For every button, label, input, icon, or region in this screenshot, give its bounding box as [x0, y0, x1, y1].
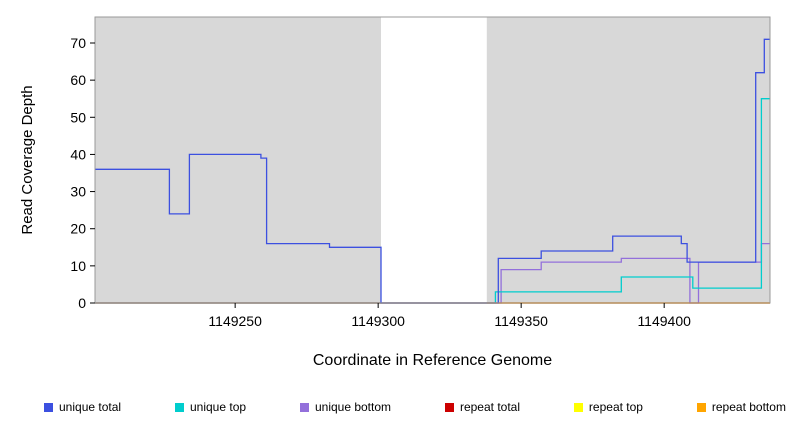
- legend-swatch-repeat-total: [444, 402, 454, 412]
- legend-label-repeat-bottom: repeat bottom: [711, 400, 786, 414]
- legend-swatch-unique-total: [44, 402, 53, 412]
- y-tick-label: 50: [70, 109, 86, 125]
- y-tick-label: 30: [70, 184, 86, 200]
- coverage-plot-canvas: 1149250 1149300 1149350 1149400 0 10 20 30 40 50 6…: [70, 16, 771, 329]
- legend-label-unique-total: unique total: [59, 400, 122, 414]
- legend-item-unique-total: unique total: [44, 400, 121, 414]
- x-tick-label: 1149350: [494, 313, 548, 329]
- legend-swatch-unique-bottom: [299, 402, 309, 412]
- y-tick-label: 70: [70, 35, 86, 51]
- legend-item-repeat-top: repeat top: [573, 400, 643, 414]
- plot-border: [94, 16, 771, 304]
- legend-swatch-unique-top: [174, 402, 184, 412]
- y-axis-label: Read Coverage Depth: [19, 85, 36, 235]
- y-tick-label: 40: [70, 146, 86, 162]
- shaded-region: [486, 17, 770, 303]
- x-tick-label: 1149400: [637, 313, 691, 329]
- legend-swatch-repeat-bottom: [696, 402, 706, 412]
- legend-item-repeat-bottom: repeat bottom: [696, 400, 786, 414]
- y-tick-label: 60: [70, 72, 86, 88]
- legend: unique total unique top unique bottom re…: [44, 400, 786, 414]
- x-tick-label: 1149300: [351, 313, 405, 329]
- legend-item-unique-bottom: unique bottom: [299, 400, 392, 414]
- legend-label-unique-top: unique top: [189, 400, 247, 414]
- unique-total-line: [95, 38, 770, 304]
- y-tick-label: 20: [70, 221, 86, 237]
- legend-item-repeat-total: repeat total: [444, 400, 520, 414]
- legend-label-repeat-total: repeat total: [459, 400, 520, 414]
- shaded-region: [95, 17, 381, 303]
- unique-top-line: [95, 98, 770, 304]
- y-tick-label: 0: [78, 295, 86, 311]
- legend-item-unique-top: unique top: [174, 400, 247, 414]
- x-tick-label: 1149250: [208, 313, 262, 329]
- x-axis-label: Coordinate in Reference Genome: [312, 352, 553, 369]
- legend-swatch-repeat-top: [573, 402, 583, 412]
- y-tick-label: 10: [70, 258, 86, 274]
- legend-label-repeat-top: repeat top: [588, 400, 643, 414]
- legend-label-unique-bottom: unique bottom: [314, 400, 392, 414]
